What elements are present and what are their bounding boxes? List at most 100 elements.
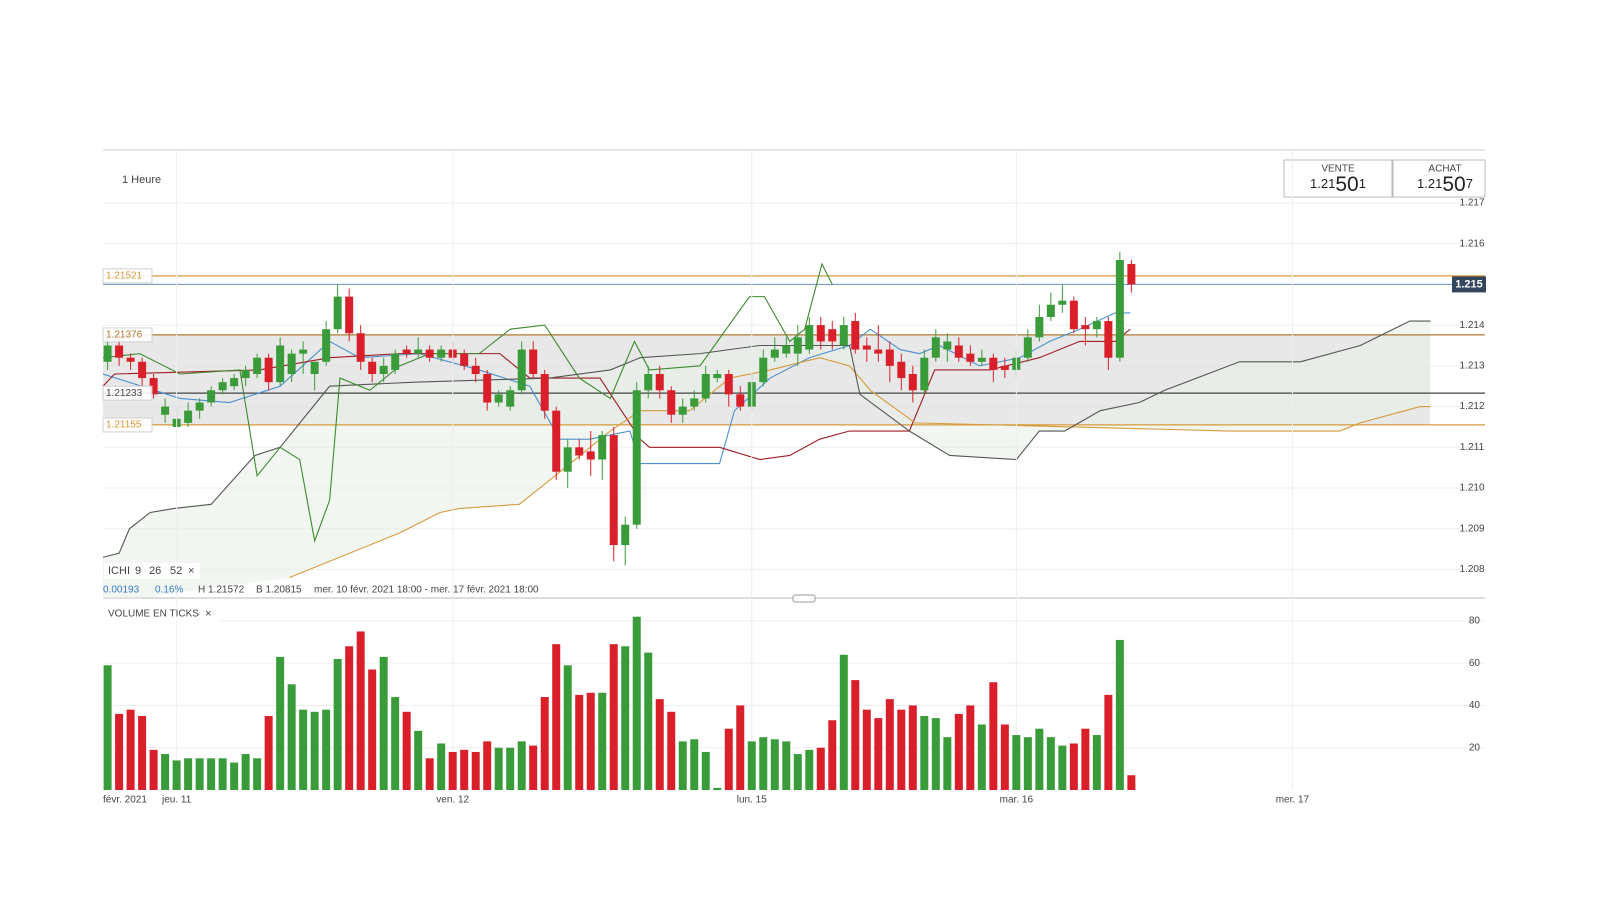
bar <box>241 754 250 790</box>
x-tick-label: lun. 15 <box>737 795 767 806</box>
y-tick-label: 1.213 <box>1459 360 1484 371</box>
bar <box>1046 737 1055 790</box>
candle-body <box>1104 321 1113 358</box>
candle-body <box>782 345 791 354</box>
y-tick-label: 1.212 <box>1459 401 1484 412</box>
y-tick-label: 40 <box>1469 700 1481 711</box>
bar <box>724 728 733 790</box>
resize-handle[interactable] <box>792 594 816 603</box>
candle-body <box>1115 259 1124 358</box>
candle-body <box>264 357 273 383</box>
bar <box>218 758 227 790</box>
price-big: 50 <box>1442 173 1465 196</box>
price-prefix: 1.21 <box>1417 176 1442 191</box>
bar <box>287 684 296 790</box>
legend-bg <box>104 563 200 579</box>
bar <box>977 724 986 790</box>
candle-body <box>701 374 710 399</box>
bar <box>736 705 745 790</box>
bar <box>1115 639 1124 790</box>
candle-body <box>1046 304 1055 317</box>
indicator-param: 26 <box>149 565 161 577</box>
bar <box>414 730 423 790</box>
bar <box>195 758 204 790</box>
candle-body <box>230 378 239 387</box>
level-label-box <box>102 268 153 284</box>
candle-body <box>851 321 860 350</box>
timeframe[interactable]: 1 Heure <box>122 174 161 186</box>
bar <box>115 713 124 790</box>
bar <box>483 741 492 790</box>
candle-body <box>356 333 365 362</box>
candle-body <box>207 390 216 403</box>
x-tick-label: jeu. 11 <box>161 795 192 806</box>
candle-body <box>345 296 354 334</box>
panel-title: VOLUME EN TICKS <box>108 609 199 620</box>
candle-body <box>828 329 837 342</box>
bar <box>759 737 768 790</box>
sell-price: 1.21501 <box>1310 173 1366 196</box>
bar <box>1127 775 1136 790</box>
indicator-close[interactable]: × <box>188 565 194 577</box>
candle-body <box>138 361 147 379</box>
bar <box>655 699 664 790</box>
candle-body <box>897 361 906 379</box>
bar <box>782 741 791 790</box>
candle-body <box>310 361 319 374</box>
level-label: 1.21233 <box>106 388 143 399</box>
y-tick-label: 1.216 <box>1459 238 1484 249</box>
candle-body <box>391 353 400 370</box>
y-tick-label: 1.208 <box>1459 564 1484 575</box>
candle-body <box>839 325 848 346</box>
bar <box>575 694 584 790</box>
info-change: 0.00193 <box>103 585 140 596</box>
candle-body <box>862 345 871 350</box>
bar <box>931 718 940 790</box>
candle-body <box>632 390 641 525</box>
bar <box>747 741 756 790</box>
panel-close[interactable]: × <box>205 608 211 620</box>
bar <box>885 699 894 790</box>
bar <box>621 646 630 790</box>
indicator-line <box>103 320 1431 558</box>
y-tick-label: 60 <box>1469 658 1481 669</box>
y-tick-label: 1.209 <box>1459 523 1484 534</box>
bar <box>1104 694 1113 790</box>
candle-body <box>287 353 296 374</box>
sell-box[interactable] <box>1283 159 1393 198</box>
candle-body <box>736 394 745 407</box>
bar <box>586 692 595 790</box>
bar <box>563 665 572 790</box>
bar <box>356 631 365 790</box>
candle-body <box>724 374 733 395</box>
bar <box>667 711 676 790</box>
buy-box[interactable] <box>1392 159 1486 198</box>
candle-body <box>368 361 377 374</box>
candle-body <box>644 374 653 391</box>
candle-body <box>253 357 262 374</box>
candle-body <box>931 337 940 358</box>
candle-body <box>598 435 607 460</box>
bar <box>402 711 411 790</box>
indicator-line <box>103 312 1131 465</box>
candle-body <box>1092 321 1101 330</box>
bar <box>678 741 687 790</box>
bar <box>908 705 917 790</box>
candle-body <box>103 345 112 362</box>
candle-body <box>149 378 158 395</box>
bar <box>828 720 837 790</box>
indicator-param: 52 <box>170 565 182 577</box>
candle-body <box>241 369 250 379</box>
candle-body <box>816 325 825 342</box>
candle-body <box>322 329 331 362</box>
candle-body <box>379 365 388 374</box>
candle-body <box>885 349 894 366</box>
candle-body <box>195 402 204 411</box>
bar <box>862 709 871 790</box>
indicator-param: 9 <box>135 565 141 577</box>
candle-body <box>1069 300 1078 330</box>
candle-body <box>402 349 411 354</box>
bar <box>1012 735 1021 790</box>
